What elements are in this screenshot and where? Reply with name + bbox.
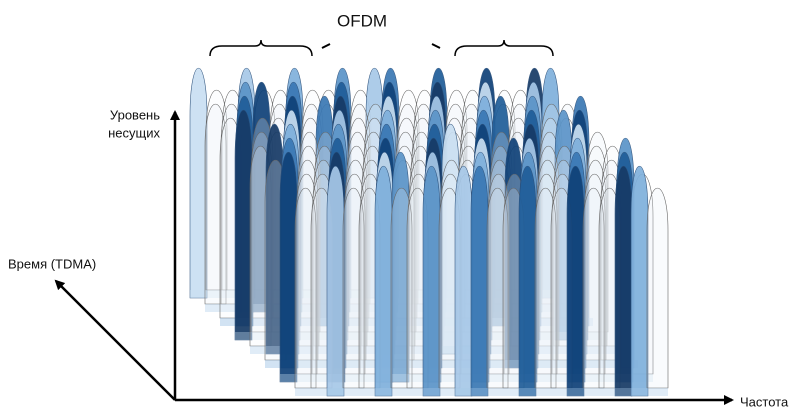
brace-left — [209, 39, 313, 57]
carrier-peak — [279, 152, 298, 383]
carrier-peak — [566, 166, 585, 397]
carrier-peak — [470, 166, 489, 397]
carrier-peak — [518, 166, 537, 397]
title: OFDM — [337, 11, 387, 30]
carrier-peak — [189, 68, 208, 299]
carrier-peak — [614, 166, 633, 397]
carrier-peak — [422, 166, 441, 397]
y-axis-label: Уровень — [110, 107, 160, 122]
time-axis — [54, 279, 176, 401]
carrier-layers — [189, 68, 669, 397]
carrier — [586, 131, 609, 333]
carrier-peak — [326, 166, 345, 397]
carrier-peak — [374, 166, 393, 397]
brace-ticks — [321, 43, 441, 49]
time-slot — [265, 360, 638, 368]
carrier-peak — [454, 166, 473, 397]
carrier — [646, 187, 669, 389]
carrier-peak — [630, 166, 649, 397]
carrier-peak — [234, 110, 253, 341]
x-axis-label: Частота — [740, 394, 789, 408]
time-slot — [235, 332, 608, 340]
y-axis-label: несущих — [108, 125, 160, 140]
time-slot — [295, 388, 668, 396]
brace-right — [454, 39, 554, 57]
z-axis-label: Время (TDMA) — [8, 256, 96, 271]
